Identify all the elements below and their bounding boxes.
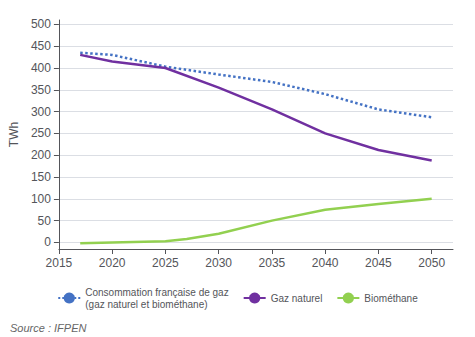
svg-text:2035: 2035 xyxy=(259,256,286,270)
svg-text:250: 250 xyxy=(31,126,51,140)
svg-text:(gaz naturel et biométhane): (gaz naturel et biométhane) xyxy=(85,299,207,310)
svg-text:Source : IFPEN: Source : IFPEN xyxy=(10,322,86,334)
svg-text:400: 400 xyxy=(31,61,51,75)
svg-text:2040: 2040 xyxy=(312,256,339,270)
svg-text:TWh: TWh xyxy=(7,122,21,147)
svg-text:50: 50 xyxy=(38,214,52,228)
svg-text:100: 100 xyxy=(31,192,51,206)
svg-text:2025: 2025 xyxy=(152,256,179,270)
svg-text:Biométhane: Biométhane xyxy=(364,293,418,304)
svg-text:Consommation française de gaz: Consommation française de gaz xyxy=(85,287,228,298)
svg-text:2030: 2030 xyxy=(205,256,232,270)
svg-text:450: 450 xyxy=(31,39,51,53)
svg-text:2020: 2020 xyxy=(99,256,126,270)
svg-text:2050: 2050 xyxy=(418,256,445,270)
svg-text:0: 0 xyxy=(44,235,51,249)
svg-text:500: 500 xyxy=(31,17,51,31)
svg-text:350: 350 xyxy=(31,83,51,97)
svg-text:2015: 2015 xyxy=(46,256,73,270)
svg-text:200: 200 xyxy=(31,148,51,162)
svg-text:Gaz naturel: Gaz naturel xyxy=(271,293,323,304)
svg-text:300: 300 xyxy=(31,105,51,119)
svg-text:2045: 2045 xyxy=(365,256,392,270)
svg-text:150: 150 xyxy=(31,170,51,184)
